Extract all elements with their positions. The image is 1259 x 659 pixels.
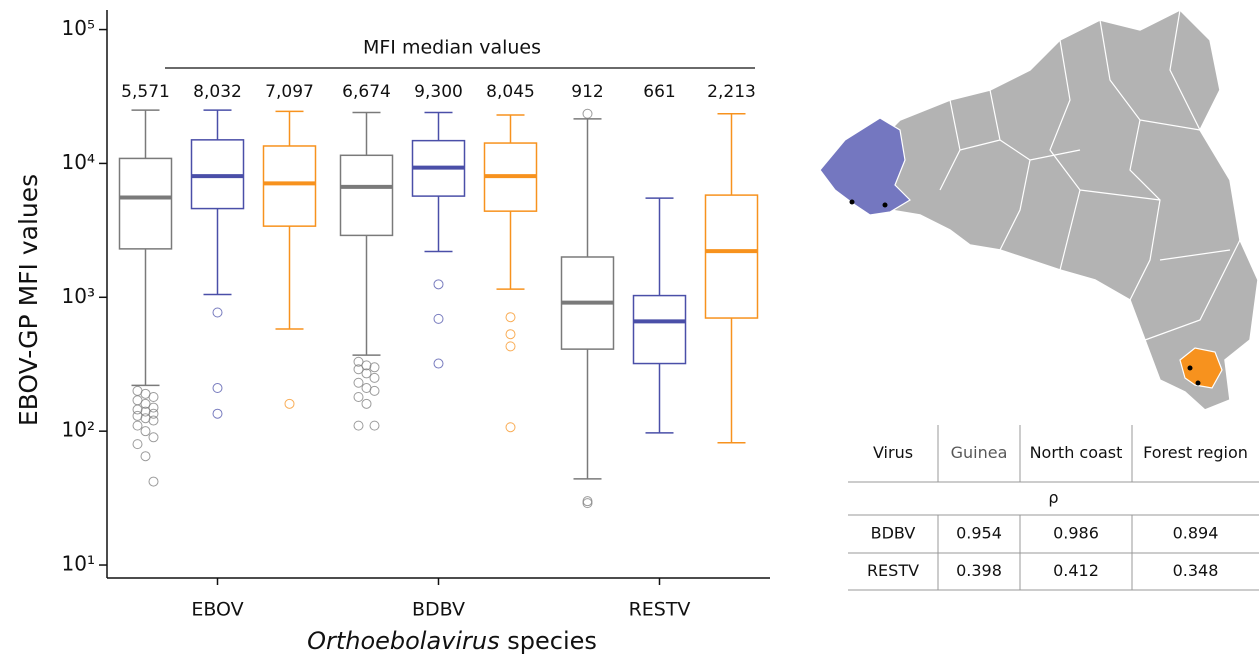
median-label: 661 bbox=[643, 82, 675, 102]
median-label: 7,097 bbox=[265, 82, 314, 102]
x-tick-label: RESTV bbox=[629, 599, 691, 621]
table-cell: RESTV bbox=[867, 561, 919, 580]
table-cell: 0.398 bbox=[956, 561, 1002, 580]
outlier bbox=[582, 108, 593, 119]
median-label: 912 bbox=[571, 82, 603, 102]
outlier bbox=[505, 329, 516, 340]
annotation: MFI median values bbox=[363, 37, 541, 59]
table-cell: 0.412 bbox=[1053, 561, 1099, 580]
outlier bbox=[582, 498, 593, 509]
x-axis-title-italic: Orthoebolavirus bbox=[307, 627, 500, 655]
y-tick-label: 10⁴ bbox=[62, 150, 95, 174]
outlier bbox=[148, 415, 159, 426]
outlier bbox=[353, 356, 364, 367]
median-label: 9,300 bbox=[414, 82, 463, 102]
plot-area: 10¹ 10² 10³ 10⁴ 10⁵ EBOV 5,571 8,032 7,097 BDBV 6,… bbox=[62, 10, 770, 621]
median-label: 5,571 bbox=[121, 82, 170, 102]
outlier bbox=[433, 313, 444, 324]
x-axis-title-rest: species bbox=[507, 627, 597, 655]
box bbox=[632, 294, 687, 365]
outlier bbox=[433, 279, 444, 290]
map-site bbox=[882, 202, 888, 208]
outlier bbox=[433, 358, 444, 369]
outlier bbox=[505, 422, 516, 433]
outlier bbox=[369, 372, 380, 383]
outlier bbox=[212, 408, 223, 419]
outlier bbox=[361, 368, 372, 379]
outlier bbox=[140, 451, 151, 462]
outlier bbox=[284, 398, 295, 409]
outlier bbox=[132, 410, 143, 421]
map-site bbox=[1187, 365, 1193, 371]
median-label: 8,045 bbox=[486, 82, 535, 102]
x-tick-label: EBOV bbox=[191, 599, 243, 621]
outlier bbox=[148, 402, 159, 413]
median-label: 6,674 bbox=[342, 82, 391, 102]
table-header: Forest region bbox=[1143, 443, 1248, 462]
table-cell: 0.894 bbox=[1173, 524, 1219, 543]
box bbox=[704, 194, 759, 319]
outlier bbox=[361, 398, 372, 409]
outlier bbox=[361, 360, 372, 371]
median-label: 2,213 bbox=[707, 82, 756, 102]
outlier bbox=[148, 408, 159, 419]
outlier bbox=[140, 406, 151, 417]
y-axis-title: EBOV-GP MFI values bbox=[14, 174, 43, 426]
box bbox=[262, 145, 317, 227]
map-forest-region bbox=[1179, 347, 1223, 389]
table-cell: BDBV bbox=[871, 524, 916, 543]
outlier bbox=[148, 476, 159, 487]
outlier bbox=[353, 420, 364, 431]
outlier bbox=[132, 439, 143, 450]
outlier bbox=[140, 426, 151, 437]
outlier bbox=[369, 385, 380, 396]
median-label: 8,032 bbox=[193, 82, 242, 102]
table: Virus Guinea North coast Forest region ρ BDBV… bbox=[848, 425, 1259, 591]
map-north-coast bbox=[819, 117, 911, 216]
map-site bbox=[849, 199, 855, 205]
table-header: Virus bbox=[873, 443, 913, 462]
map-site bbox=[1195, 380, 1201, 386]
outlier bbox=[582, 496, 593, 507]
outlier bbox=[212, 383, 223, 394]
table-header: North coast bbox=[1030, 443, 1123, 462]
outlier bbox=[369, 420, 380, 431]
y-tick-label: 10³ bbox=[62, 284, 95, 308]
box bbox=[339, 154, 394, 237]
x-tick-label: BDBV bbox=[412, 599, 465, 621]
outlier bbox=[140, 398, 151, 409]
outlier bbox=[353, 391, 364, 402]
outlier bbox=[505, 341, 516, 352]
outlier bbox=[212, 307, 223, 318]
x-axis-title: Orthoebolavirus species bbox=[307, 627, 597, 655]
outlier bbox=[353, 364, 364, 375]
box bbox=[118, 157, 173, 250]
y-tick-label: 10⁵ bbox=[62, 16, 95, 40]
outlier bbox=[353, 377, 364, 388]
outlier bbox=[132, 420, 143, 431]
table-subheader: ρ bbox=[1048, 488, 1058, 507]
table-header: Guinea bbox=[951, 443, 1008, 462]
y-tick-label: 10¹ bbox=[62, 552, 95, 576]
outlier bbox=[132, 404, 143, 415]
outlier bbox=[148, 391, 159, 402]
outlier bbox=[505, 312, 516, 323]
table-cell: 0.954 bbox=[956, 524, 1002, 543]
outlier bbox=[369, 362, 380, 373]
map bbox=[819, 9, 1259, 411]
map-borders bbox=[939, 9, 1241, 341]
outlier bbox=[148, 432, 159, 443]
table-cell: 0.348 bbox=[1173, 561, 1219, 580]
y-tick-label: 10² bbox=[62, 418, 95, 442]
table-cell: 0.986 bbox=[1053, 524, 1099, 543]
map-guinea bbox=[869, 9, 1259, 411]
